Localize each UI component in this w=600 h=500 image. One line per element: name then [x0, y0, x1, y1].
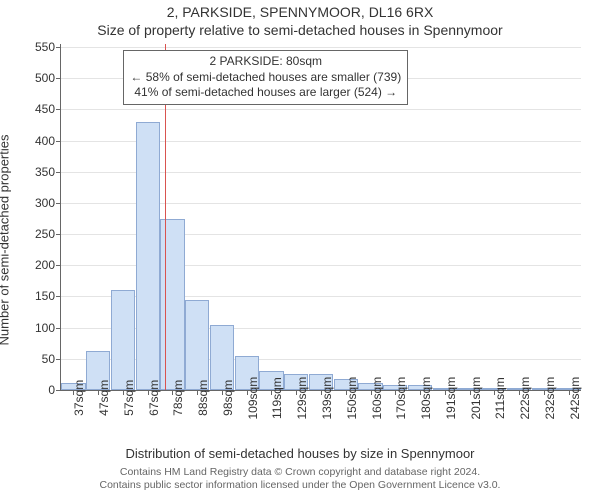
chart-title-line2: Size of property relative to semi-detach…	[0, 22, 600, 38]
y-tick	[56, 109, 61, 110]
y-tick-label: 50	[42, 352, 55, 366]
y-tick-label: 400	[35, 134, 55, 148]
x-tick-label: 232sqm	[543, 377, 557, 420]
x-tick-label: 160sqm	[370, 377, 384, 420]
y-tick-label: 100	[35, 321, 55, 335]
x-tick-label: 98sqm	[221, 380, 235, 416]
chart-title-line1: 2, PARKSIDE, SPENNYMOOR, DL16 6RX	[0, 4, 600, 20]
footnote: Contains HM Land Registry data © Crown c…	[0, 466, 600, 492]
x-tick-label: 201sqm	[469, 377, 483, 420]
x-tick-label: 139sqm	[320, 377, 334, 420]
y-tick-label: 500	[35, 71, 55, 85]
y-tick	[56, 296, 61, 297]
chart-container: 2, PARKSIDE, SPENNYMOOR, DL16 6RX Size o…	[0, 0, 600, 500]
x-tick-label: 211sqm	[493, 377, 507, 419]
annotation-box: 2 PARKSIDE: 80sqm← 58% of semi-detached …	[123, 50, 408, 105]
x-tick-label: 78sqm	[171, 380, 185, 416]
x-axis-label: Distribution of semi-detached houses by …	[0, 446, 600, 461]
y-tick	[56, 390, 61, 391]
y-tick-label: 350	[35, 165, 55, 179]
x-tick-label: 222sqm	[518, 377, 532, 420]
gridline	[61, 109, 581, 110]
histogram-bar	[111, 290, 135, 390]
y-tick	[56, 203, 61, 204]
histogram-bar	[136, 122, 160, 390]
y-tick	[56, 172, 61, 173]
histogram-bar	[160, 219, 184, 390]
y-tick	[56, 234, 61, 235]
x-tick-label: 47sqm	[97, 380, 111, 416]
x-tick-label: 242sqm	[568, 377, 582, 420]
y-tick	[56, 141, 61, 142]
plot-area: 05010015020025030035040045050055037sqm47…	[60, 44, 581, 391]
x-tick-label: 191sqm	[444, 377, 458, 420]
x-tick-label: 129sqm	[295, 377, 309, 420]
y-tick-label: 300	[35, 196, 55, 210]
annotation-line: 41% of semi-detached houses are larger (…	[130, 85, 401, 101]
y-tick	[56, 359, 61, 360]
y-tick-label: 250	[35, 227, 55, 241]
footnote-line2: Contains public sector information licen…	[0, 479, 600, 492]
x-tick-label: 88sqm	[196, 380, 210, 416]
y-tick-label: 200	[35, 258, 55, 272]
histogram-bar	[185, 300, 209, 390]
x-tick-label: 109sqm	[246, 377, 260, 420]
footnote-line1: Contains HM Land Registry data © Crown c…	[0, 466, 600, 479]
x-tick-label: 180sqm	[419, 377, 433, 420]
x-tick-label: 37sqm	[72, 380, 86, 416]
x-tick-label: 170sqm	[394, 377, 408, 420]
x-tick-label: 57sqm	[122, 380, 136, 416]
y-tick	[56, 328, 61, 329]
y-tick-label: 550	[35, 40, 55, 54]
y-axis-label: Number of semi-detached properties	[0, 29, 12, 240]
x-tick-label: 150sqm	[345, 377, 359, 420]
x-tick-label: 119sqm	[270, 377, 284, 419]
y-tick	[56, 47, 61, 48]
y-tick-label: 150	[35, 289, 55, 303]
y-tick	[56, 78, 61, 79]
gridline	[61, 47, 581, 48]
x-tick-label: 67sqm	[147, 380, 161, 416]
y-tick-label: 450	[35, 102, 55, 116]
y-tick	[56, 265, 61, 266]
annotation-line: 2 PARKSIDE: 80sqm	[130, 54, 401, 70]
y-tick-label: 0	[48, 383, 55, 397]
annotation-line: ← 58% of semi-detached houses are smalle…	[130, 70, 401, 86]
